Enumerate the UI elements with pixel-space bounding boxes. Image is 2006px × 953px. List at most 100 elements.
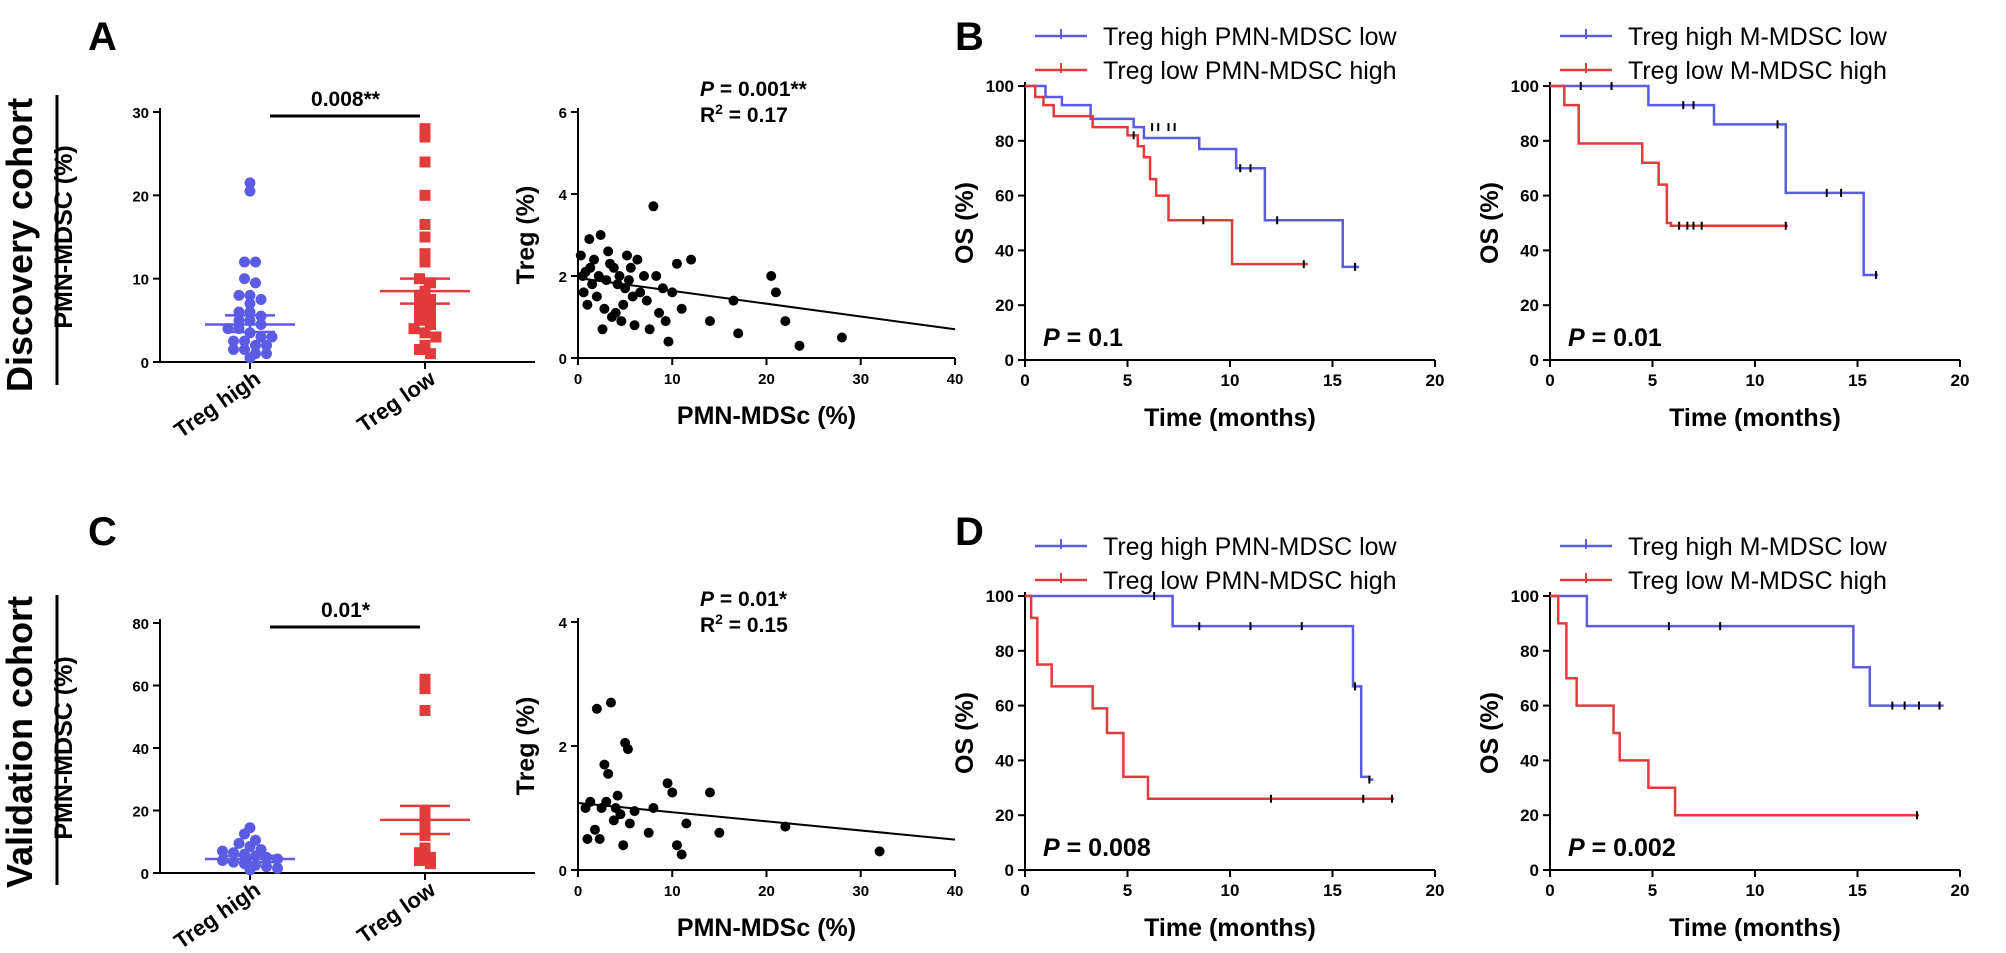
y-tick-label: 40 [132,741,149,758]
survival-curve-blue [1550,84,1878,277]
data-point [622,250,633,261]
x-tick-label: 40 [947,371,964,388]
p-italic: P [1043,834,1060,862]
data-point [603,246,614,257]
y-tick-label: 0 [1530,351,1539,370]
panel-label-a: A [88,15,117,59]
x-tick-label: 0 [574,371,582,388]
data-point [618,840,629,851]
data-point [681,818,692,829]
treg-high-point [266,331,278,343]
y-tick-label: 40 [1520,241,1539,260]
x-axis-title: Time (months) [1669,404,1841,432]
survival-curve-red [1025,84,1308,266]
treg-low-point [419,705,431,716]
data-point [595,230,606,240]
x-tick-label: 15 [1323,371,1342,390]
r-squared-text: R2 = 0.17 [700,101,788,127]
treg-high-point [244,352,256,364]
y-axis-title: Treg (%) [512,186,540,285]
treg-high-point [239,828,250,840]
data-point [601,275,612,286]
r-squared-superscript: 2 [715,611,723,627]
p-value: = 0.008 [1060,834,1151,862]
treg-low-point [425,310,436,322]
treg-low-point [419,256,431,268]
x-tick-label: 10 [664,371,681,388]
p-value-text: P = 0.008 [1043,834,1151,862]
y-tick-label: 0 [559,863,567,880]
legend-label: Treg low PMN-MDSC high [1103,57,1397,85]
treg-low-point [419,683,431,695]
validation-dot-plot: 0 20 40 60 80 PMN-MDSC (%) Treg high Treg low 0.… [50,599,535,953]
data-point [603,768,614,779]
y-tick-label: 80 [995,132,1014,151]
data-point [612,790,623,801]
data-point [643,827,654,838]
legend-label: Treg low M-MDSC high [1628,57,1887,85]
data-point [597,324,608,335]
data-point [660,316,671,327]
data-point [608,262,619,273]
treg-low-point [419,673,431,685]
data-point [625,262,636,273]
treg-high-point [217,845,228,857]
data-point [874,846,885,857]
data-point [641,295,652,306]
r-squared-value: = 0.17 [723,104,788,127]
y-axis-title: PMN-MDSC (%) [50,656,78,839]
treg-low-point [414,344,425,355]
data-point [582,834,593,844]
treg-low-point [425,294,436,305]
y-tick-label: 60 [995,697,1014,716]
treg-high-point [244,177,256,189]
r-squared-superscript: 2 [715,101,723,117]
treg-high-point [261,339,272,351]
data-point [766,271,777,281]
discovery-km-pmn-plot: 0 20 40 60 80 100 OS (%) 0 5 10 15 20 Time (months) T… [951,23,1444,432]
legend-label: Treg high M-MDSC low [1628,533,1888,561]
y-tick-label: 4 [559,187,568,204]
x-tick-label: 10 [1746,371,1765,390]
p-value-text: P = 0.01* [700,588,788,611]
x-tick-label: 0 [1020,371,1029,390]
y-tick-label: 40 [995,751,1014,770]
data-point [836,332,847,343]
r-letter: R [700,104,715,127]
data-point [794,340,805,351]
legend-label: Treg high PMN-MDSC low [1103,533,1398,561]
panel-label-d: D [955,510,984,554]
treg-low-point [414,314,425,326]
data-point [662,778,673,789]
discovery-cohort-label: Discovery cohort [0,98,40,392]
treg-low-point [430,331,442,343]
y-tick-label: 80 [132,616,149,633]
treg-high-point [233,314,245,326]
p-italic: P [1043,324,1060,352]
y-tick-label: 100 [1511,587,1539,606]
treg-high-point [261,348,272,360]
y-tick-label: 0 [141,355,149,372]
x-tick-label: 0 [1545,881,1554,900]
y-tick-label: 60 [1520,697,1539,716]
treg-high-point [239,335,250,347]
data-point [671,258,682,269]
y-tick-label: 80 [1520,132,1539,151]
data-point [770,287,781,298]
data-point [591,291,602,302]
data-point [667,787,678,798]
data-point [704,787,715,798]
data-point [704,316,715,327]
treg-low-point [414,855,425,866]
survival-curve-blue [1025,84,1360,269]
y-tick-label: 20 [1520,296,1539,315]
survival-curve-red [1550,594,1919,817]
y-tick-label: 2 [559,269,567,286]
data-point [589,824,600,835]
data-point [587,279,598,290]
y-tick-label: 80 [995,642,1014,661]
treg-low-point [414,306,425,318]
legend-label: Treg high PMN-MDSC low [1103,23,1398,51]
p-value: = 0.01 [1585,324,1662,352]
data-point [601,796,612,807]
